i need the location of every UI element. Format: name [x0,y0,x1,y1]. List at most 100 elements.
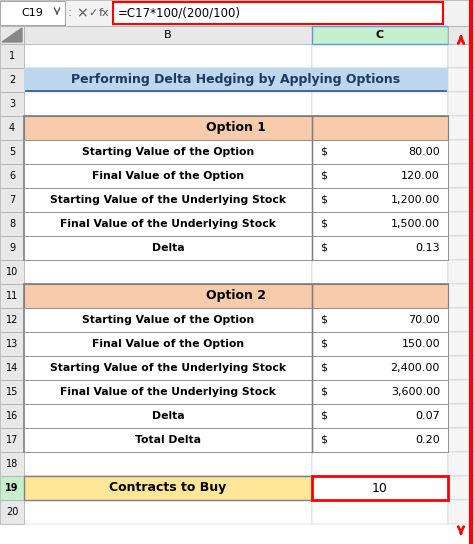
Bar [24,452,312,476]
Bar [0,68,24,92]
Bar [312,236,448,260]
Bar [0,188,24,212]
Text: 10: 10 [372,481,388,494]
Text: 9: 9 [9,243,15,253]
Text: B: B [164,30,172,40]
Bar [0,356,24,380]
Text: $: $ [320,219,328,229]
Bar [448,380,474,404]
Bar [448,92,474,116]
Bar [24,332,312,356]
Text: 18: 18 [6,459,18,469]
Bar [24,332,448,356]
Bar [448,332,474,356]
Bar [448,428,474,452]
Bar [24,380,448,404]
Bar [312,68,448,92]
Text: 16: 16 [6,411,18,421]
Bar [448,188,474,212]
Text: 2,400.00: 2,400.00 [391,363,440,373]
Text: fx: fx [99,8,109,18]
Bar [0,116,24,140]
Bar [24,140,448,164]
Bar [0,452,24,476]
Bar [448,404,474,428]
Bar [0,260,24,284]
Text: 11: 11 [6,291,18,301]
Text: 5: 5 [9,147,15,157]
Bar [312,260,448,284]
Bar [312,212,448,236]
Bar [312,380,448,404]
Text: $: $ [320,411,328,421]
Text: 1,500.00: 1,500.00 [391,219,440,229]
Bar [312,164,448,188]
Text: Starting Value of the Option: Starting Value of the Option [82,147,254,157]
Text: Starting Value of the Underlying Stock: Starting Value of the Underlying Stock [50,195,286,205]
Text: 17: 17 [6,435,18,445]
Bar [0,164,24,188]
Bar [312,404,448,428]
Text: Final Value of the Underlying Stock: Final Value of the Underlying Stock [60,387,276,397]
Bar [448,476,474,500]
Bar [24,308,312,332]
Bar [448,236,474,260]
Bar [448,212,474,236]
Polygon shape [2,28,22,42]
Text: 0.07: 0.07 [415,411,440,421]
Bar [0,428,24,452]
Text: Final Value of the Underlying Stock: Final Value of the Underlying Stock [60,219,276,229]
Bar [448,260,474,284]
Bar [312,452,448,476]
Bar [448,26,474,44]
Text: 0.20: 0.20 [415,435,440,445]
Bar [24,164,448,188]
Bar [24,164,312,188]
Bar [312,476,448,500]
Text: C: C [376,30,384,40]
Text: 3: 3 [9,99,15,109]
Bar [448,500,474,524]
Bar [24,116,448,140]
Bar [24,428,448,452]
Text: $: $ [320,195,328,205]
Bar [312,332,448,356]
Bar [0,26,24,44]
Bar [448,308,474,332]
Bar [0,44,24,68]
Text: 1,200.00: 1,200.00 [391,195,440,205]
Bar [312,476,448,500]
Bar [0,380,24,404]
Text: $: $ [320,339,328,349]
Bar [24,116,448,260]
Text: 3,600.00: 3,600.00 [391,387,440,397]
Bar [0,308,24,332]
Bar [448,68,474,92]
Bar [312,500,448,524]
Bar [24,26,312,44]
Bar [448,116,474,140]
Bar [0,332,24,356]
Bar [24,260,312,284]
Text: 4: 4 [9,123,15,133]
Bar [24,284,448,452]
Bar [24,188,312,212]
Text: Starting Value of the Option: Starting Value of the Option [82,315,254,325]
Bar [312,428,448,452]
Bar [24,284,312,308]
Bar [24,44,312,68]
Text: 0.13: 0.13 [415,243,440,253]
Bar [0,212,24,236]
Bar [448,284,474,308]
Bar [24,476,312,500]
Text: =C17*100/(200/100): =C17*100/(200/100) [118,7,241,20]
Bar [0,404,24,428]
Text: ×: × [76,6,88,20]
Bar [312,356,448,380]
Text: $: $ [320,171,328,181]
Bar [0,140,24,164]
Bar [0,284,24,308]
Text: 7: 7 [9,195,15,205]
Text: $: $ [320,387,328,397]
Bar [0,236,24,260]
